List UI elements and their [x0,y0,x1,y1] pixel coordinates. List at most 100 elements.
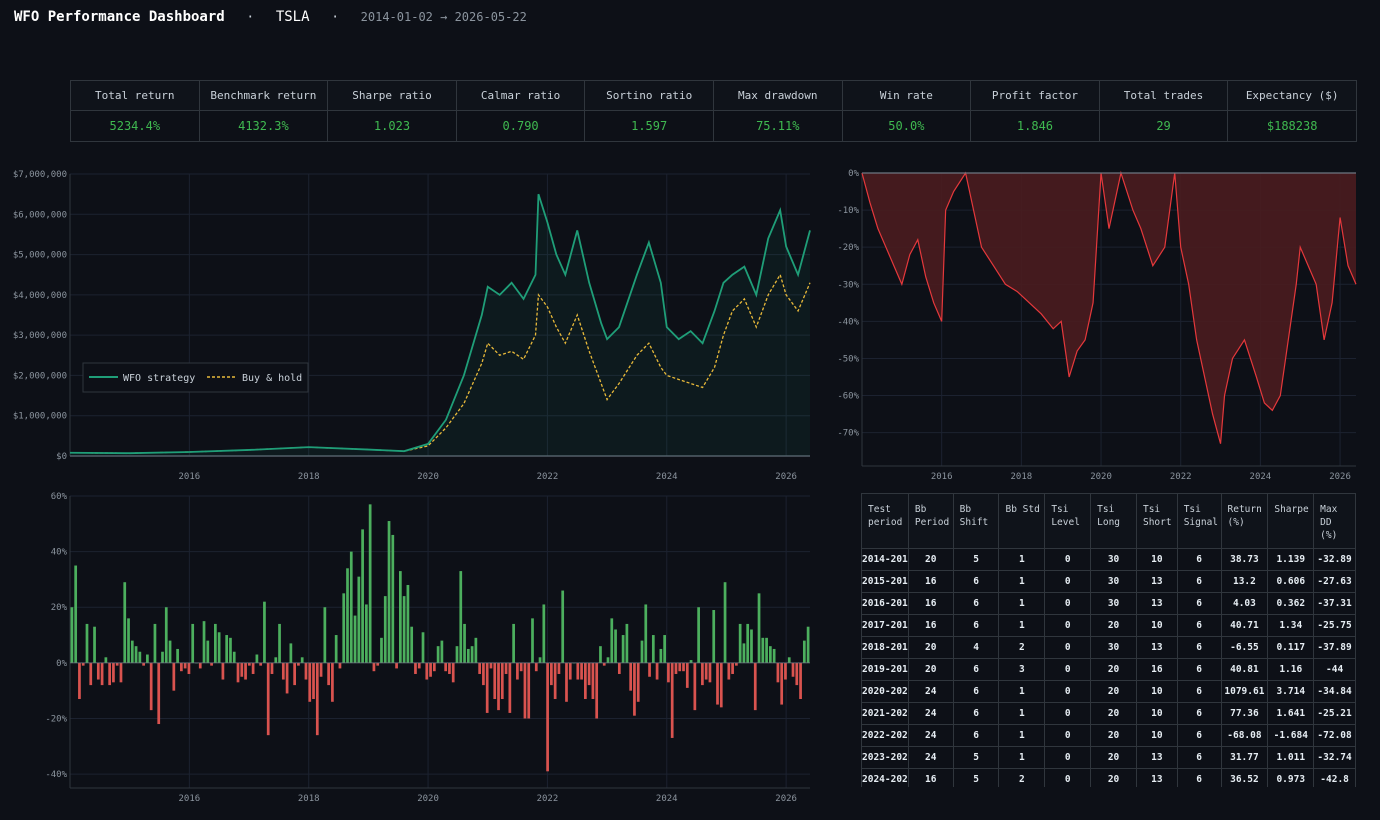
y-tick-label: $3,000,000 [13,331,67,341]
x-tick-label: 2022 [1170,472,1192,482]
params-cell: 20 [907,658,954,681]
return-bar [633,662,636,716]
params-cell: 10 [1135,702,1178,725]
params-cell: 1.641 [1267,702,1315,725]
return-bar [663,635,667,663]
return-bar [546,662,549,772]
return-bar [440,640,444,663]
return-bar [802,640,806,663]
return-bar [580,662,583,680]
return-bar [112,662,115,683]
metric-value: 29 [1098,110,1229,142]
return-bar [425,662,429,680]
return-bar [674,662,678,674]
params-cell: 10 [1135,548,1178,571]
params-cell: 4.03 [1220,592,1269,615]
params-cell: 6 [1176,680,1222,703]
ticker-separator: · [331,10,340,25]
params-cell: 6 [952,680,1000,703]
params-cell: 1 [998,680,1046,703]
params-cell: 16 [1135,658,1178,681]
params-row: 2017-2017 16 6 1 0 20 10 6 40.71 1.34 -25.75 [861,614,1356,637]
return-bar [183,662,187,669]
y-tick-label: -10% [837,206,859,216]
metric-label: Max drawdown [712,80,843,111]
metric-value: 4132.3% [198,110,329,142]
x-tick-label: 2026 [1329,472,1351,482]
return-bar [78,662,81,700]
return-bar [625,623,629,663]
y-tick-label: -50% [837,354,859,364]
return-bar [297,662,300,666]
metric-value: 75.11% [712,110,843,142]
return-bar [727,662,731,680]
params-header-cell: Bb Period [907,493,954,549]
return-bar [278,623,281,663]
return-bar [651,635,655,663]
return-bar [353,615,357,663]
return-bar [221,662,225,680]
return-bar [451,662,455,683]
x-tick-label: 2026 [775,794,797,804]
return-bar [274,657,278,663]
params-cell: 2018-2018 [861,636,909,659]
return-bar [361,529,364,663]
params-cell: 13 [1135,570,1178,593]
params-table-wrapper[interactable]: Test period Bb Period Bb Shift Bb Std Tsi Le… [861,493,1356,787]
params-cell: 2016-2016 [861,592,909,615]
return-bar [281,662,285,680]
return-bar [485,662,489,713]
metric-value: 50.0% [841,110,972,142]
return-bar [172,662,176,691]
params-cell: -25.21 [1313,702,1356,725]
return-bar [127,618,130,663]
return-bar [448,662,451,674]
y-tick-label: 0% [848,169,859,179]
params-header-cell: Max DD (%) [1313,493,1356,549]
return-bar [100,662,104,686]
params-cell: 0 [1044,548,1092,571]
params-cell: 6 [1176,636,1222,659]
params-cell: 1 [998,746,1046,769]
x-tick-label: 2020 [417,472,439,482]
return-bar [164,607,168,663]
params-cell: 77.36 [1220,702,1269,725]
params-cell: 6 [1176,746,1222,769]
return-bar [338,662,342,669]
params-cell: 2 [998,768,1046,787]
return-bar [784,662,787,680]
params-header-cell: Bb Std [998,493,1046,549]
return-bar [470,646,474,663]
return-bar [799,662,802,700]
return-bar [576,662,580,680]
return-bar [357,576,361,663]
return-bar [742,643,746,663]
metrics-table: Total return Benchmark return Sharpe rat… [70,80,1357,142]
return-bar [236,662,240,683]
params-cell: 20 [907,548,954,571]
params-cell: 6 [952,658,1000,681]
y-tick-label: -40% [45,770,67,780]
return-bar [708,662,712,683]
return-bar [365,604,368,663]
return-bar [553,662,557,700]
params-cell: 20 [1090,768,1137,787]
return-bar [648,662,651,677]
return-bar [74,565,78,663]
return-bar [489,662,493,669]
return-bar [463,623,466,663]
return-bar [523,662,527,719]
params-cell: 0 [1044,658,1092,681]
return-bar [85,623,89,663]
return-bar [161,651,164,663]
params-cell: 0 [1044,614,1092,637]
page-title: WFO Performance Dashboard [14,9,225,25]
params-cell: 6 [952,570,1000,593]
params-cell: 20 [1090,702,1137,725]
return-bar [621,635,625,663]
params-header-cell: Tsi Short [1135,493,1178,549]
return-bar [232,651,236,663]
x-tick-label: 2018 [1011,472,1033,482]
return-bar [587,662,591,686]
params-cell: 6 [952,592,1000,615]
